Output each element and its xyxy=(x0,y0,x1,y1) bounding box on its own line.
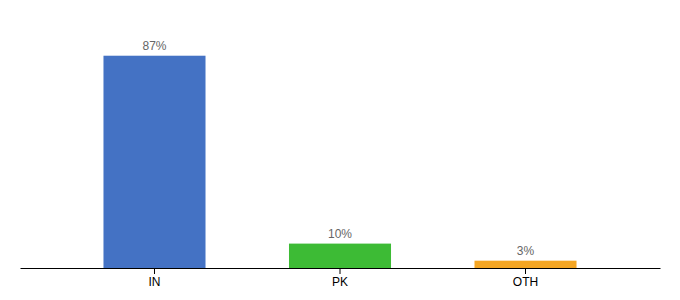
bars xyxy=(103,56,576,268)
tick-label: IN xyxy=(148,275,160,289)
x-axis: IN PK OTH xyxy=(21,268,661,289)
tick-label: OTH xyxy=(513,275,538,289)
data-label: 10% xyxy=(328,227,352,241)
tick: OTH xyxy=(513,268,538,289)
tick-mark xyxy=(525,268,526,274)
tick: IN xyxy=(148,268,160,289)
chart: 87% 10% 3% IN PK OTH xyxy=(0,0,680,300)
data-label: 3% xyxy=(517,244,535,258)
bar xyxy=(289,244,391,268)
bar xyxy=(474,261,576,268)
tick-mark xyxy=(154,268,155,274)
tick-label: PK xyxy=(332,275,348,289)
data-labels: 87% 10% 3% xyxy=(142,39,534,258)
tick-mark xyxy=(340,268,341,274)
data-label: 87% xyxy=(142,39,166,53)
tick: PK xyxy=(332,268,348,289)
plot: 87% 10% 3% IN PK OTH xyxy=(21,39,661,289)
bar xyxy=(103,56,205,268)
